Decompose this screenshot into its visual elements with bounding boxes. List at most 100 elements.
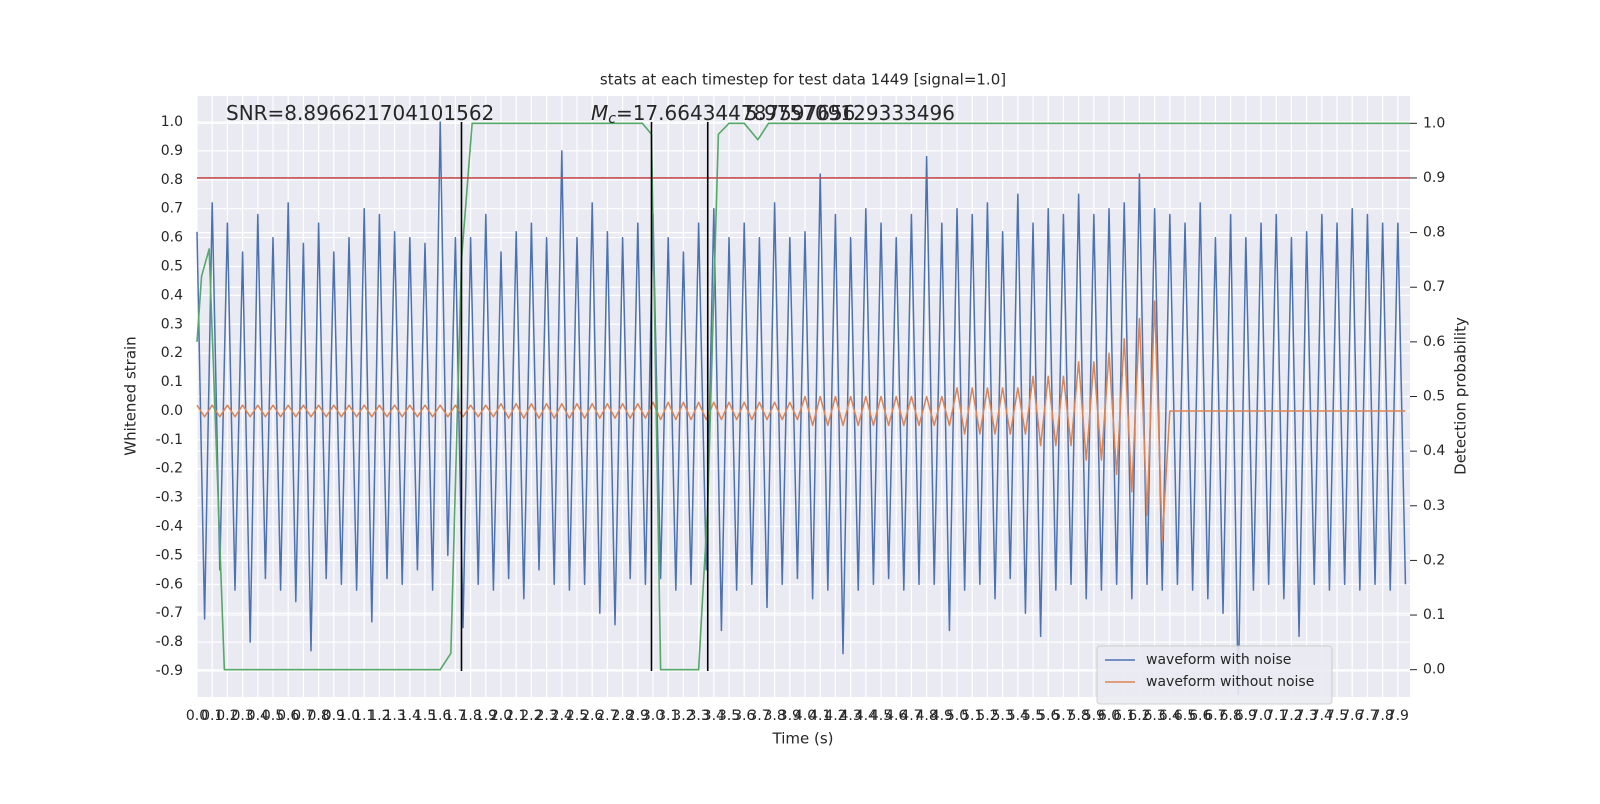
x-tick-label: 4.8 [915, 708, 937, 724]
x-tick-label: 6.5 [1174, 708, 1196, 724]
x-tick-label: 1.2 [368, 708, 390, 724]
x-tick-label: 4.6 [885, 708, 907, 724]
x-tick-label: 6.0 [1098, 708, 1120, 724]
y2-tick-label: 0.4 [1423, 443, 1445, 459]
y-tick-label: 0.3 [161, 316, 183, 332]
x-tick-label: 5.4 [1007, 708, 1029, 724]
x-tick-label: 1.8 [459, 708, 481, 724]
y2-tick-label: 0.6 [1423, 334, 1445, 350]
x-tick-label: 5.9 [1083, 708, 1105, 724]
x-tick-label: 3.2 [672, 708, 694, 724]
annotation-subscript: c [608, 111, 616, 127]
y-tick-label: -0.5 [156, 547, 183, 563]
x-tick-label: 6.3 [1143, 708, 1165, 724]
y2-tick-label: 0.9 [1423, 170, 1445, 186]
y-tick-label: -0.9 [156, 663, 183, 679]
x-tick-label: 0.5 [262, 708, 284, 724]
x-tick-label: 7.3 [1296, 708, 1318, 724]
x-tick-label: 4.5 [870, 708, 892, 724]
x-tick-label: 3.1 [657, 708, 679, 724]
annotation: SNR=8.896621704101562 [226, 101, 494, 125]
x-tick-label: 4.4 [855, 708, 877, 724]
annotation-text: SNR=8.896621704101562 [226, 101, 494, 125]
x-tick-label: 2.5 [566, 708, 588, 724]
x-tick-label: 2.4 [551, 708, 573, 724]
x-tick-label: 3.6 [733, 708, 755, 724]
x-tick-label: 7.0 [1250, 708, 1272, 724]
x-tick-label: 0.8 [307, 708, 329, 724]
annotation-text: 5.975709129333496 [745, 101, 955, 125]
y-tick-label: -0.4 [156, 519, 183, 535]
x-tick-label: 6.1 [1113, 708, 1135, 724]
x-tick-label: 5.2 [976, 708, 998, 724]
y-tick-label: 0.8 [161, 172, 183, 188]
y-tick-label: -0.8 [156, 634, 183, 650]
y-tick-label: 0.4 [161, 287, 183, 303]
y2-tick-label: 0.3 [1423, 498, 1445, 514]
x-tick-label: 7.1 [1265, 708, 1287, 724]
chart-title: stats at each timestep for test data 144… [600, 71, 1006, 89]
x-tick-label: 7.6 [1341, 708, 1363, 724]
x-tick-label: 6.9 [1235, 708, 1257, 724]
x-tick-label: 5.8 [1067, 708, 1089, 724]
y-tick-label: -0.7 [156, 605, 183, 621]
x-tick-label: 2.6 [581, 708, 603, 724]
x-tick-label: 3.3 [687, 708, 709, 724]
y2-tick-label: 0.2 [1423, 552, 1445, 568]
y-tick-label: 0.0 [161, 403, 183, 419]
legend-label: waveform without noise [1146, 674, 1314, 690]
y-tick-label: -0.2 [156, 461, 183, 477]
x-tick-label: 5.0 [946, 708, 968, 724]
y2-tick-label: 0.8 [1423, 225, 1445, 241]
x-tick-label: 1.6 [429, 708, 451, 724]
x-tick-label: 2.7 [596, 708, 618, 724]
y2-tick-label: 0.0 [1423, 662, 1445, 678]
x-tick-label: 5.7 [1052, 708, 1074, 724]
x-tick-label: 1.7 [444, 708, 466, 724]
y-tick-label: 0.6 [161, 230, 183, 246]
annotation: 5.975709129333496 [745, 101, 955, 125]
annotation-text: =17.664344787597656 [616, 101, 855, 125]
x-tick-label: 4.7 [900, 708, 922, 724]
x-tick-label: 7.8 [1372, 708, 1394, 724]
x-tick-label: 4.9 [931, 708, 953, 724]
x-tick-label: 3.8 [763, 708, 785, 724]
x-tick-label: 1.3 [383, 708, 405, 724]
x-tick-label: 6.8 [1220, 708, 1242, 724]
y-tick-label: 0.9 [161, 143, 183, 159]
annotation: Mc=17.664344787597656 [591, 101, 855, 128]
y-axis-label: Whitened strain [122, 336, 140, 455]
y2-tick-label: 0.1 [1423, 607, 1445, 623]
series-line [196, 300, 1406, 542]
x-tick-label: 6.2 [1128, 708, 1150, 724]
x-tick-label: 4.2 [824, 708, 846, 724]
y-tick-label: 0.1 [161, 374, 183, 390]
x-tick-label: 7.5 [1326, 708, 1348, 724]
y-tick-label: -0.6 [156, 576, 183, 592]
y-tick-label: 0.7 [161, 201, 183, 217]
x-tick-label: 6.4 [1159, 708, 1181, 724]
y-tick-label: -0.1 [156, 432, 183, 448]
x-tick-label: 7.9 [1387, 708, 1409, 724]
x-tick-label: 0.1 [201, 708, 223, 724]
x-tick-label: 2.8 [611, 708, 633, 724]
x-tick-label: 4.1 [809, 708, 831, 724]
x-tick-label: 3.0 [642, 708, 664, 724]
x-tick-label: 5.3 [991, 708, 1013, 724]
x-tick-label: 1.9 [475, 708, 497, 724]
x-tick-label: 1.5 [414, 708, 436, 724]
legend-box [1096, 645, 1333, 705]
x-tick-label: 3.7 [748, 708, 770, 724]
x-tick-label: 0.4 [247, 708, 269, 724]
x-tick-label: 0.6 [277, 708, 299, 724]
x-tick-label: 5.1 [961, 708, 983, 724]
x-tick-label: 1.1 [353, 708, 375, 724]
x-tick-label: 4.3 [839, 708, 861, 724]
y-tick-label: 0.5 [161, 258, 183, 274]
y2-axis-label: Detection probability [1452, 317, 1470, 475]
x-tick-label: 3.5 [718, 708, 740, 724]
x-tick-label: 0.2 [216, 708, 238, 724]
series-line [196, 121, 1407, 695]
y-tick-label: 0.2 [161, 345, 183, 361]
